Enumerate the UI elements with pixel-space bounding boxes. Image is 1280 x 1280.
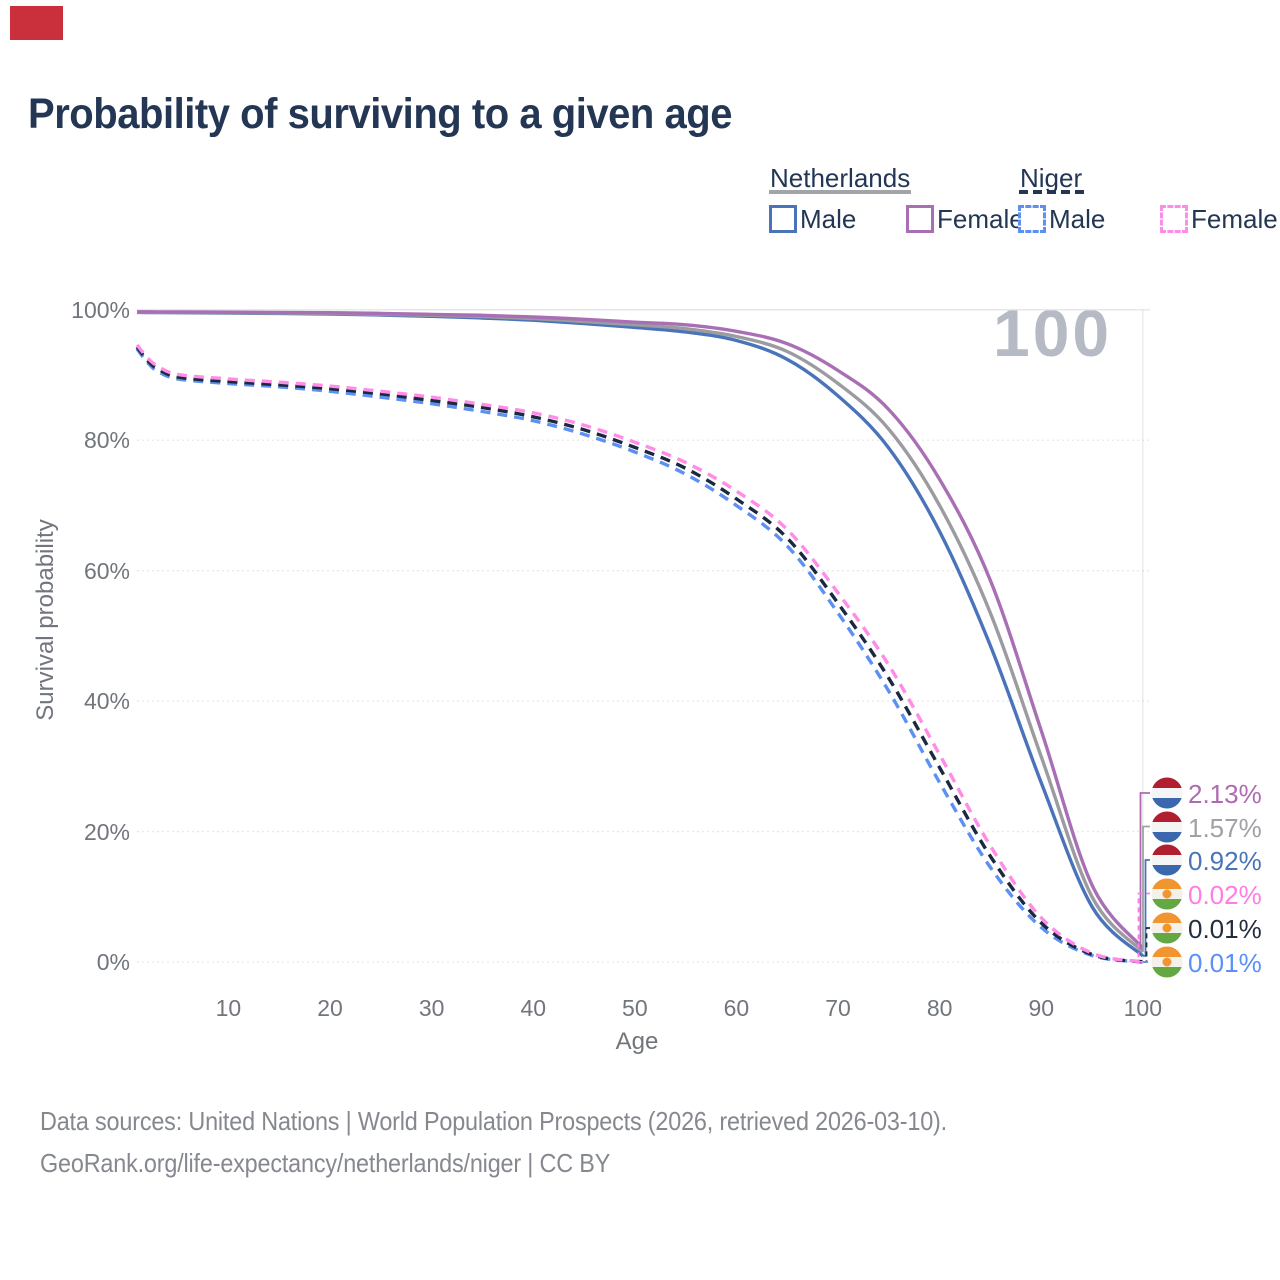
x-tick-100: 100 [1123, 995, 1163, 1021]
end-label-connector-1 [1142, 825, 1150, 952]
y-tick-20: 20% [83, 818, 130, 845]
x-tick-30: 30 [418, 995, 445, 1021]
legend-netherlands-line-sample [769, 190, 911, 194]
netherlands-flag-icon [1151, 777, 1183, 809]
source-text-line2: GeoRank.org/life-expectancy/netherlands/… [40, 1148, 611, 1178]
end-value-label: 0.01% [1188, 914, 1262, 944]
y-tick-0: 0% [96, 949, 130, 975]
y-tick-100: 100% [71, 296, 130, 323]
x-tick-20: 20 [317, 995, 343, 1021]
niger-male-swatch-icon [1018, 205, 1046, 233]
series-niger-female-line [135, 343, 1144, 964]
end-label-connector-0 [1139, 792, 1150, 949]
series-netherlands-female-line [136, 310, 1145, 950]
x-tick-50: 50 [622, 995, 648, 1021]
series-niger-total-line [135, 345, 1144, 964]
netherlands-flag-icon [1151, 811, 1183, 842]
x-tick-80: 80 [926, 995, 953, 1021]
x-axis-title: Age [615, 1028, 659, 1055]
y-tick-40: 40% [83, 688, 130, 715]
end-label-connector-2 [1143, 859, 1150, 957]
series-niger-male-line [135, 347, 1144, 964]
x-tick-70: 70 [825, 995, 851, 1021]
niger-flag-icon [1151, 912, 1183, 944]
legend-niger-line-sample [1019, 190, 1085, 194]
hover-age-watermark: 100 [993, 296, 1113, 370]
niger-flag-icon [1151, 946, 1183, 977]
x-tick-90: 90 [1028, 995, 1055, 1021]
legend-group-netherlands-header: Netherlands [770, 163, 911, 193]
legend-item-label: Female [1191, 204, 1278, 234]
end-value-label: 0.92% [1188, 846, 1262, 876]
niger-flag-icon [1151, 878, 1183, 909]
source-text-line1: Data sources: United Nations | World Pop… [40, 1106, 947, 1136]
red-marker-box [10, 6, 63, 40]
legend-item-label: Female [937, 204, 1024, 234]
legend-group-niger-header: Niger [1020, 163, 1083, 193]
end-label-connector-3 [1137, 892, 1150, 963]
legend-item-label: Male [800, 204, 857, 234]
y-tick-60: 60% [83, 557, 130, 584]
x-tick-40: 40 [520, 995, 547, 1021]
x-tick-60: 60 [723, 995, 750, 1021]
y-tick-80: 80% [83, 427, 130, 454]
end-value-label: 0.01% [1188, 947, 1262, 978]
netherlands-flag-icon [1151, 844, 1183, 876]
end-value-label: 0.02% [1188, 879, 1262, 910]
end-value-label: 1.57% [1188, 812, 1262, 843]
end-value-label: 2.13% [1188, 779, 1262, 809]
netherlands-female-swatch-icon [906, 205, 934, 233]
legend-item-label: Male [1049, 204, 1106, 234]
page-title: Probability of surviving to a given age [28, 90, 733, 138]
x-tick-10: 10 [215, 995, 242, 1021]
niger-female-swatch-icon [1160, 205, 1188, 233]
netherlands-male-swatch-icon [769, 205, 797, 233]
